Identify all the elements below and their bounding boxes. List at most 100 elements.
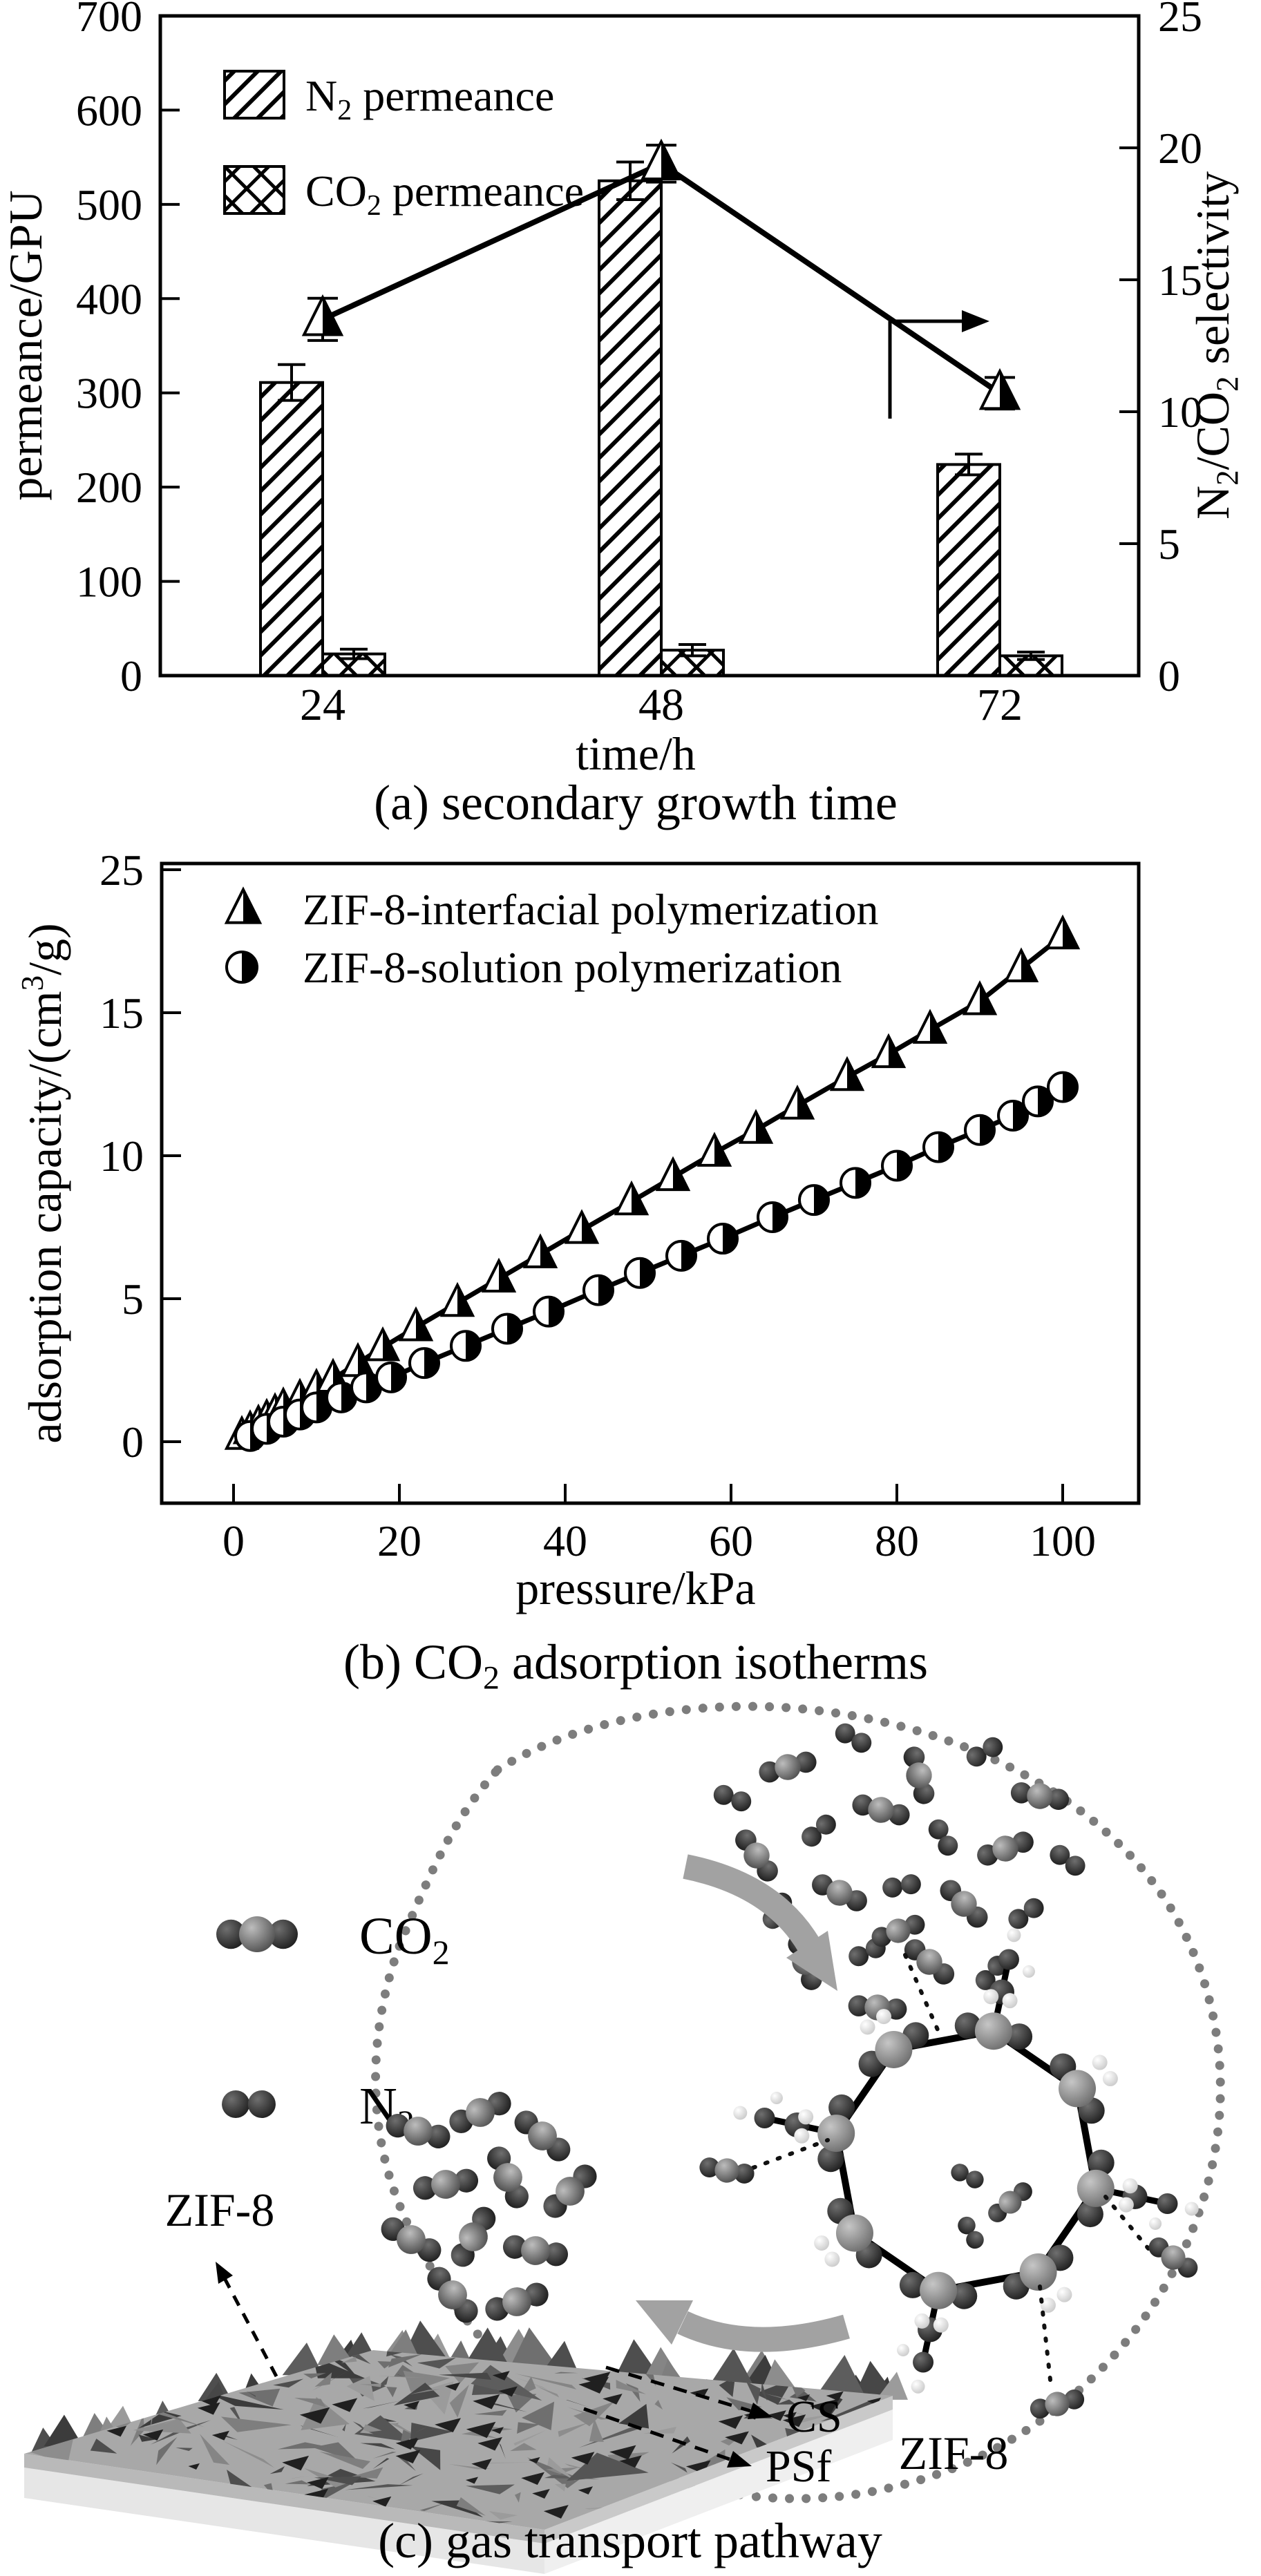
crystal-crevice [532,2488,550,2499]
half-filled-circle-marker-fill [598,1275,613,1305]
co2-molecule [735,1829,778,1882]
ytick-left-label: 500 [76,180,142,229]
atom-ball [502,2235,527,2259]
crystal-crevice [543,2505,569,2519]
half-filled-circle-marker-fill [938,1132,953,1162]
atom-ball [754,2108,775,2129]
crystal-crevice [435,2418,462,2433]
crystal-facet [618,2403,650,2429]
dashed-adsorption-bond [1103,2195,1150,2251]
psf-support-face [24,2468,544,2574]
zif8-membrane-pointer [223,2278,278,2378]
atom-ball [1002,1993,1018,2009]
crystal-facet [220,2416,292,2432]
co2-molecule [940,1880,988,1928]
atom-ball [794,2128,810,2144]
atom-ball [992,1835,1018,1862]
n2-molecule [222,2090,276,2119]
half-filled-triangle-marker-fill [930,1011,945,1042]
bar-n2-48h [598,179,663,677]
crystal-facet [431,2500,484,2518]
atom-ball [798,2109,814,2125]
atom-ball [835,2214,873,2252]
atom-ball [882,1877,903,1898]
crystal-facet [789,2389,817,2402]
arrow-feed-to-zif8 [683,1854,821,1954]
crystal-spike [761,2359,797,2390]
crystal-facet [350,2467,383,2479]
atom-ball [222,2090,250,2119]
crystal-facet [408,2389,441,2395]
crystal-facet [776,2399,796,2405]
atom-ball [826,1880,853,1906]
crystal-facet [176,2448,193,2452]
atom-ball [699,2157,720,2177]
crystal-crevice [372,2496,392,2507]
atom-ball [493,2163,522,2192]
y-axis-label-left: permeance/GPU [0,190,52,500]
crystal-facet [386,2350,437,2357]
half-filled-circle-marker-fill [549,1297,563,1326]
crystal-facet [291,2475,312,2479]
atom-ball [1102,2071,1118,2087]
crystal-facet [386,2387,397,2398]
crystal-facet [359,2383,381,2387]
crystal-crevice [332,2398,358,2412]
atom-ball [431,2170,460,2199]
crystal-facet [395,2373,408,2378]
atom-ball [1149,2217,1162,2230]
y-axis-label: adsorption capacity/(cm3/g) [15,923,71,1443]
crystal-crevice [404,2401,420,2410]
crystal-spike [875,2372,908,2400]
crystal-crevice [578,2486,594,2495]
crystal-facet [566,2452,649,2481]
half-filled-triangle-marker-fill [499,1261,514,1292]
crystal-facet [393,2383,440,2406]
crystal-facet [417,2358,456,2369]
half-filled-circle-marker-fill [723,1224,737,1254]
crystal-crevice [465,2477,478,2484]
half-filled-triangle-marker-fill [358,1345,373,1376]
atom-ball [1077,2201,1103,2228]
half-filled-triangle-marker-fill [383,1329,398,1360]
atom-ball [951,1891,977,1917]
psf-support-face [544,2410,893,2574]
atom-ball [911,2379,925,2394]
atom-ball [1023,1898,1044,1918]
crystal-facet [558,2422,590,2437]
crystal-facet [415,2427,428,2433]
ytick-left-label: 700 [76,0,142,41]
crystal-crevice [395,2437,417,2450]
n2-molecule [835,1723,872,1753]
co2-molecule [1010,1782,1070,1811]
feed-gas-cluster [713,1723,1085,2021]
half-filled-circle-marker-fill [424,1348,439,1378]
crystal-crevice [609,2445,636,2460]
half-filled-circle-marker-fill [466,1331,480,1361]
crystal-facet [294,2397,326,2407]
crystal-facet [277,2442,332,2450]
ytick-label: 5 [122,1275,144,1324]
ytick-left-label: 600 [76,86,142,135]
half-filled-triangle-marker-fill [1000,371,1018,409]
half-filled-circle-marker-fill [242,952,257,982]
membrane-slab [24,2320,908,2574]
xtick-label: 0 [222,1516,245,1565]
crystal-crevice [766,2410,786,2421]
retained-co2-cluster [381,2092,597,2323]
crystal-facet [389,2423,417,2436]
dashed-adsorption-bond [1038,2284,1052,2382]
co2-molecule [514,2110,571,2162]
crystal-facet [388,2354,423,2368]
crystal-facet [372,2458,390,2470]
atom-ball [1077,2169,1115,2207]
half-filled-triangle-marker-fill [323,297,341,335]
atom-ball [528,2121,557,2150]
label-zif8-framework: ZIF-8 [899,2427,1009,2479]
half-filled-triangle-marker-fill [797,1087,813,1118]
crystal-facet [312,2366,357,2391]
n2-molecule [1050,1844,1085,1876]
atom-ball [851,1733,872,1753]
atom-ball [733,2106,748,2120]
